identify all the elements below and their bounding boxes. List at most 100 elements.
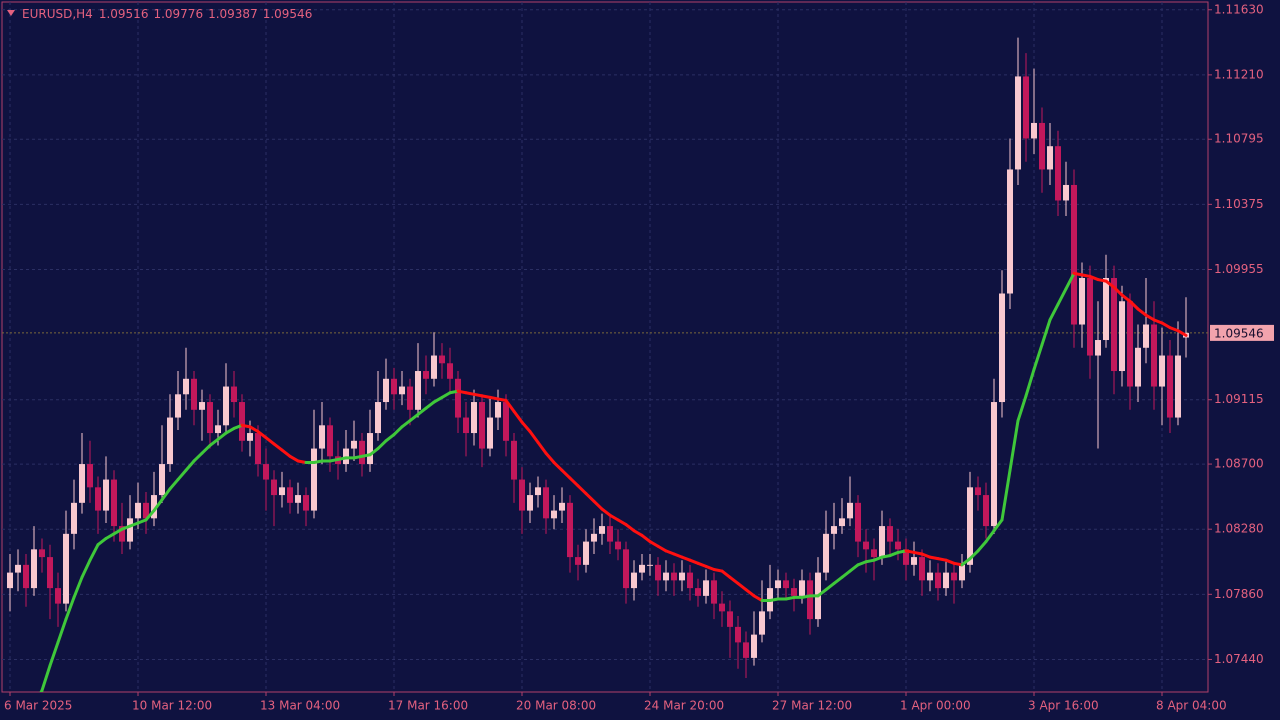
candle-body	[1159, 355, 1165, 387]
candle-body	[159, 464, 165, 496]
candle-body	[823, 533, 829, 573]
candle-body	[1143, 324, 1149, 348]
moving-average-segment	[592, 499, 604, 511]
candle-body	[375, 402, 381, 434]
candle-body	[479, 402, 485, 449]
candle-body	[559, 502, 565, 511]
candle-body	[847, 502, 853, 519]
candle-body	[95, 487, 101, 511]
candle-body	[535, 487, 541, 496]
moving-average-segment	[736, 581, 748, 592]
moving-average-segment	[552, 461, 564, 472]
x-tick-label: 20 Mar 08:00	[516, 699, 596, 713]
moving-average-segment	[376, 439, 388, 451]
current-price-label: 1.09546	[1214, 326, 1264, 340]
moving-average-segment	[512, 409, 524, 424]
candle-body	[87, 464, 93, 488]
candle-body	[791, 588, 797, 596]
candle-body	[399, 386, 405, 395]
candle-body	[711, 580, 717, 604]
candle-body	[295, 495, 301, 503]
candle-body	[407, 386, 413, 410]
moving-average-segment	[968, 549, 980, 561]
moving-average-segment	[1064, 271, 1076, 291]
candle-body	[47, 557, 53, 589]
moving-average-segment	[432, 395, 444, 404]
candle-body	[727, 611, 733, 627]
moving-average-segment	[264, 436, 276, 446]
candle-body	[639, 564, 645, 573]
candle-body	[39, 549, 45, 558]
moving-average-segment	[1112, 285, 1124, 297]
moving-average-segment	[824, 581, 836, 592]
candle-body	[887, 526, 893, 542]
candle-body	[735, 626, 741, 643]
moving-average-segment	[216, 431, 228, 441]
candle-body	[463, 417, 469, 434]
candle-body	[783, 580, 789, 589]
candle-body	[1055, 146, 1061, 201]
candle-body	[1007, 169, 1013, 294]
candle-body	[695, 588, 701, 596]
candle-body	[111, 479, 117, 527]
candle-body	[1039, 122, 1045, 170]
candle-body	[431, 355, 437, 379]
moving-average-segment	[392, 425, 404, 437]
candle-body	[543, 487, 549, 519]
candle-body	[1095, 340, 1101, 356]
candle-body	[679, 572, 685, 581]
moving-average-segment	[984, 529, 996, 544]
candle-body	[503, 402, 509, 441]
candle-body	[439, 355, 445, 364]
candle-body	[607, 526, 613, 542]
moving-average-segment	[48, 640, 60, 668]
candle-body	[175, 394, 181, 418]
candle-body	[1135, 347, 1141, 387]
candle-body	[1167, 355, 1173, 418]
candle-body	[487, 417, 493, 449]
candle-body	[583, 541, 589, 565]
candle-body	[831, 526, 837, 534]
moving-average-segment	[400, 419, 412, 429]
candle-body	[1087, 278, 1093, 356]
candle-body	[1175, 355, 1181, 418]
moving-average-segment	[1160, 321, 1172, 330]
moving-average-segment	[1040, 318, 1052, 347]
symbol: EURUSD,H4	[22, 7, 93, 21]
moving-average-segment	[184, 459, 196, 472]
candle-body	[71, 502, 77, 534]
collapse-icon[interactable]	[7, 10, 15, 16]
candle-body	[383, 378, 389, 403]
candle-body	[447, 363, 453, 379]
candle-body	[55, 588, 61, 604]
moving-average-segment	[600, 507, 612, 517]
moving-average-segment	[840, 569, 852, 579]
candle-body	[471, 402, 477, 434]
moving-average-segment	[280, 448, 292, 458]
moving-average-segment	[624, 523, 636, 533]
x-tick-label: 3 Apr 16:00	[1028, 699, 1099, 713]
candle-body	[527, 495, 533, 511]
moving-average-segment	[728, 575, 740, 585]
moving-average-segment	[1120, 293, 1132, 303]
x-tick-label: 24 Mar 20:00	[644, 699, 724, 713]
moving-average-segment	[208, 437, 220, 447]
moving-average-segment	[168, 478, 180, 491]
candle-body	[1023, 76, 1029, 139]
candle-body	[1079, 278, 1085, 325]
moving-average-segment	[104, 532, 116, 540]
axes: 1.11630 1.11210 1.10795 1.10375 1.09955 1.091…	[4, 2, 1274, 713]
candle-body	[759, 611, 765, 635]
candle-body	[423, 371, 429, 379]
candle-body	[63, 533, 69, 604]
candle-body	[919, 557, 925, 581]
candle-body	[575, 557, 581, 565]
candle-body	[591, 533, 597, 542]
candle-body	[343, 448, 349, 465]
candle-body	[975, 487, 981, 496]
moving-average-segment	[1016, 394, 1028, 423]
y-tick-label: 1.09955	[1214, 262, 1264, 276]
moving-average-segment	[1000, 468, 1012, 522]
candle-body	[519, 479, 525, 511]
